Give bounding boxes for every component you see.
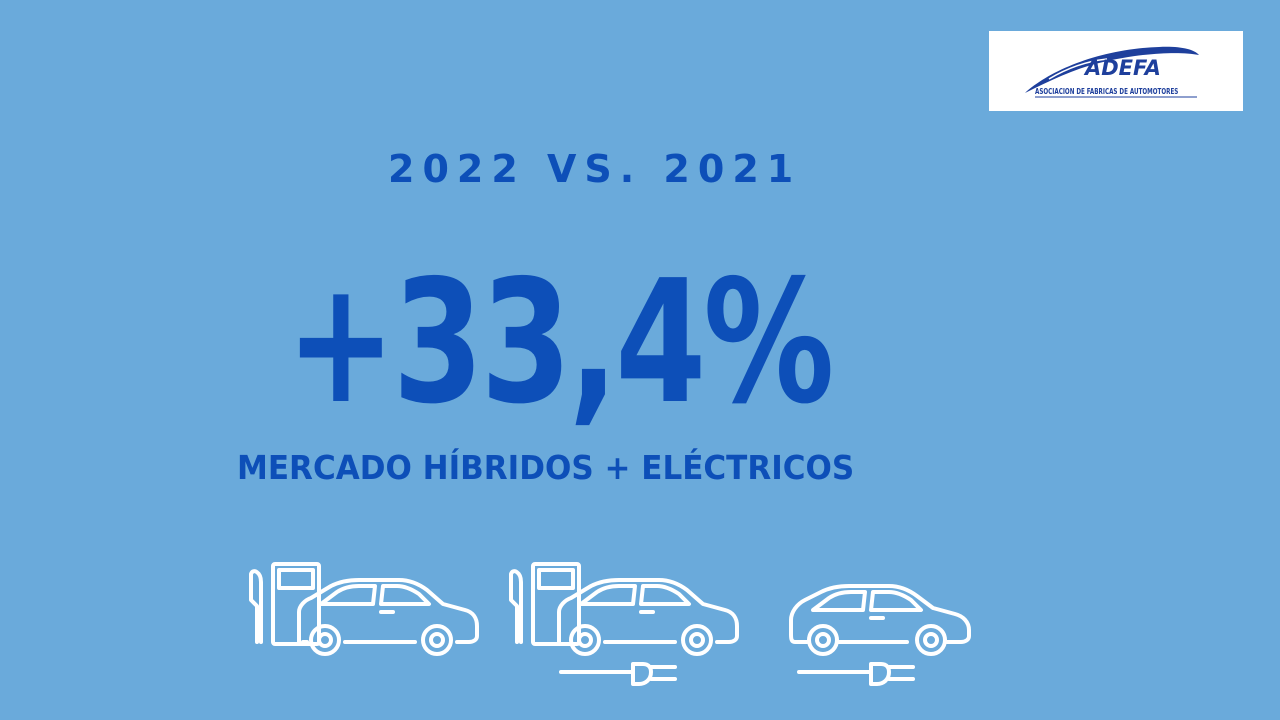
electric-car-icon [789, 584, 971, 686]
growth-percentage: +33,4% [286, 244, 834, 442]
adefa-logo: ADEFA ASOCIACION DE FABRICAS DE AUTOMOTO… [989, 31, 1243, 111]
logo-swoosh-icon [1025, 46, 1199, 98]
plugin-hybrid-car-icon [509, 562, 739, 686]
market-subtitle: MERCADO HÍBRIDOS + ELÉCTRICOS [237, 448, 855, 487]
fuel-pump-car-icon [249, 562, 479, 656]
comparison-title: 2022 VS. 2021 [388, 147, 802, 191]
logo-tagline: ASOCIACION DE FABRICAS DE AUTOMOTORES [1035, 87, 1179, 96]
logo-name: ADEFA [1085, 56, 1161, 80]
